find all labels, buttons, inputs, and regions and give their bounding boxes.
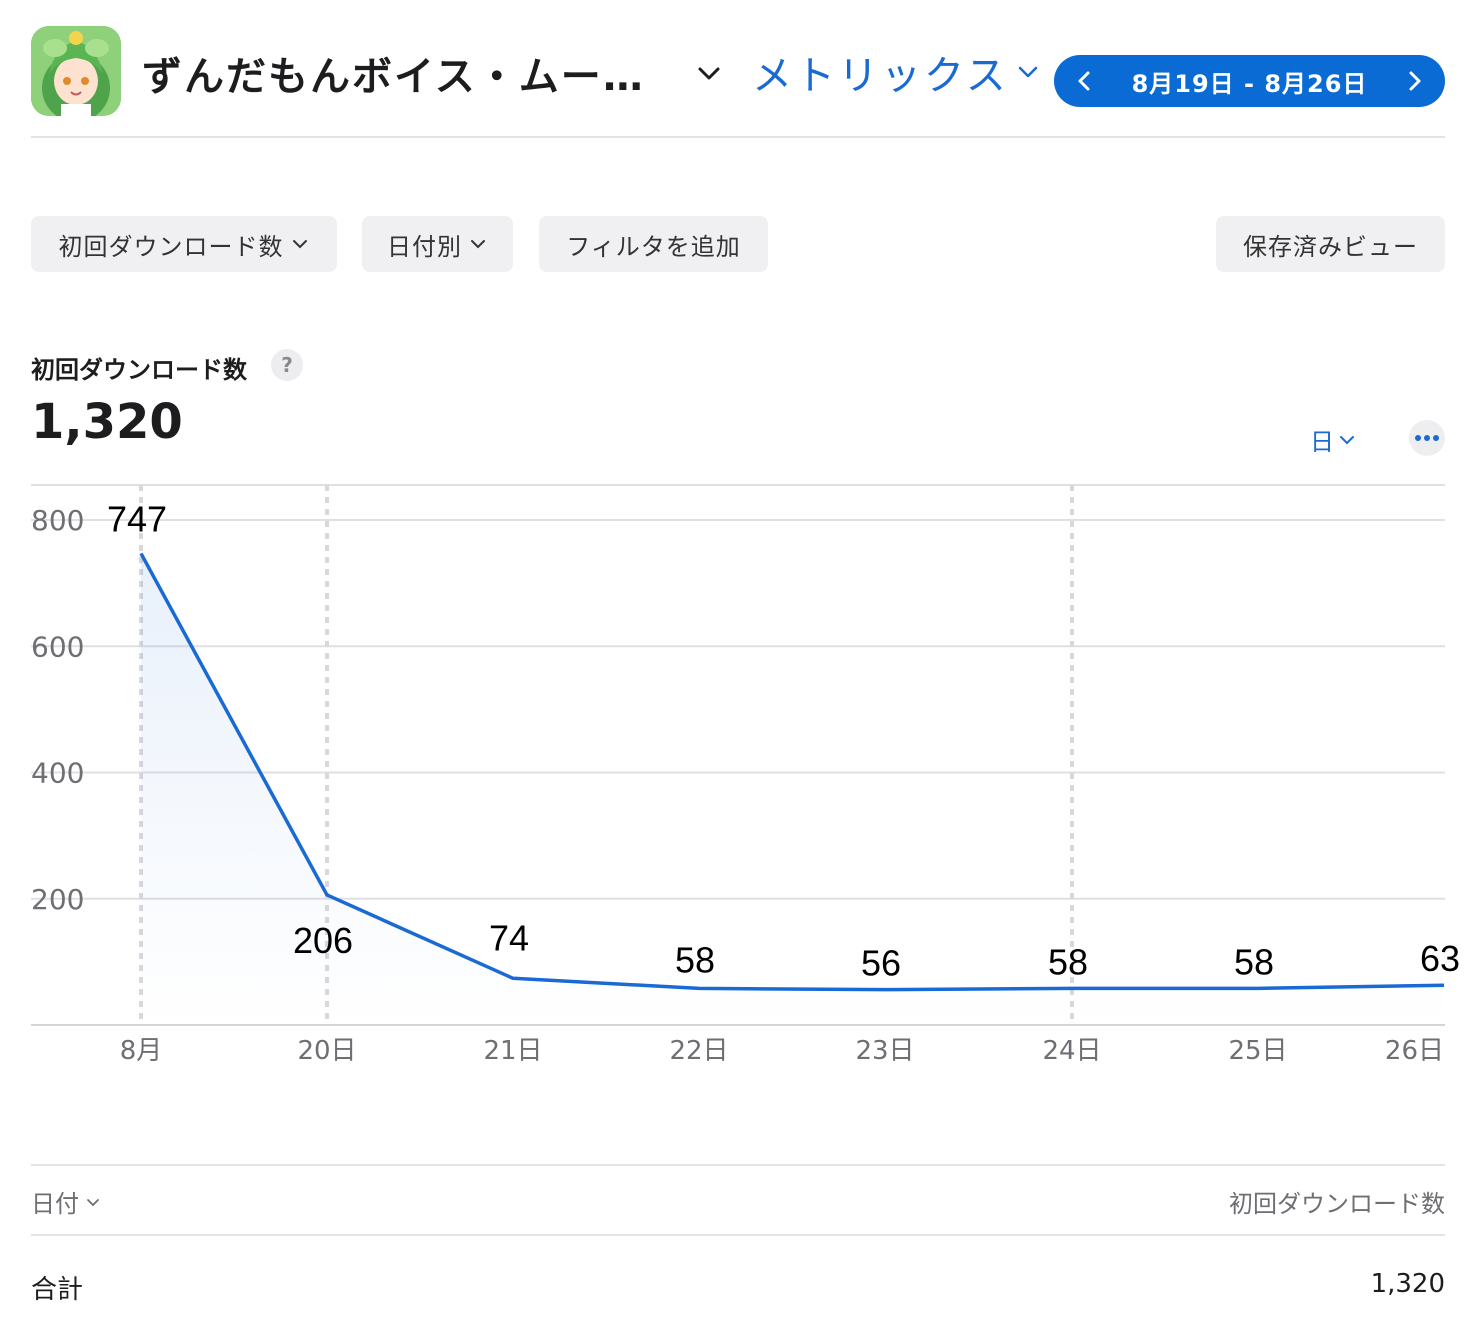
y-tick-label: 800 [31, 504, 84, 537]
x-tick-label: 25日 [1228, 1036, 1287, 1066]
chevron-down-icon [292, 240, 307, 249]
next-range-icon[interactable] [1401, 68, 1427, 94]
more-icon [1415, 435, 1439, 441]
x-tick-label: 8月 [120, 1036, 163, 1066]
date-range-label[interactable]: 8月19日 - 8月26日 [1131, 69, 1368, 98]
granularity-select[interactable]: 日 [1310, 422, 1356, 457]
metric-select-button[interactable]: 初回ダウンロード数 [31, 216, 337, 272]
table-total-label: 合計 [31, 1275, 84, 1305]
app-title[interactable]: ずんだもんボイス・ムービ... [142, 54, 662, 100]
table-header-divider [31, 1234, 1445, 1236]
series-area [141, 553, 1444, 1025]
table-top-divider [31, 1164, 1445, 1166]
previous-range-icon[interactable] [1072, 68, 1098, 94]
x-tick-label: 22日 [669, 1036, 728, 1066]
chevron-down-icon [471, 240, 485, 249]
series-line [139, 552, 1445, 992]
add-filter-button[interactable]: フィルタを追加 [539, 216, 768, 272]
group-by-date-button[interactable]: 日付別 [362, 216, 513, 272]
metric-total: 1,320 [31, 394, 183, 450]
group-by-date-label: 日付別 [387, 232, 462, 261]
saved-views-label: 保存済みビュー [1243, 232, 1418, 261]
table-date-header[interactable]: 日付 [31, 1184, 101, 1219]
data-label: 747 [107, 498, 167, 539]
table-metric-header[interactable]: 初回ダウンロード数 [1229, 1190, 1445, 1218]
chevron-down-icon [1340, 435, 1354, 444]
metrics-menu-button[interactable]: メトリックス [752, 44, 1041, 100]
add-filter-label: フィルタを追加 [566, 232, 741, 261]
date-range-picker: 8月19日 - 8月26日 [1054, 55, 1445, 107]
chevron-down-icon [87, 1198, 99, 1206]
granularity-label: 日 [1310, 428, 1334, 456]
x-tick-label: 24日 [1042, 1036, 1101, 1066]
series-line-path [139, 552, 1445, 992]
table-total-value: 1,320 [1370, 1269, 1445, 1299]
metric-title: 初回ダウンロード数 [31, 356, 247, 384]
more-options-button[interactable] [1409, 420, 1445, 456]
saved-views-button[interactable]: 保存済みビュー [1216, 216, 1445, 272]
app-icon[interactable] [31, 26, 121, 116]
x-axis-ticks: 8月 20日 21日 22日 23日 24日 25日 26日 [120, 1036, 1444, 1066]
area-fill [141, 553, 1444, 1025]
metrics-menu-label: メトリックス [752, 53, 1009, 99]
y-tick-label: 200 [31, 883, 84, 916]
x-tick-label: 20日 [297, 1036, 356, 1066]
table-date-header-label: 日付 [31, 1190, 79, 1218]
x-tick-label: 26日 [1385, 1036, 1444, 1066]
x-tick-label: 23日 [855, 1036, 914, 1066]
help-icon[interactable]: ? [271, 349, 303, 381]
data-label: 74 [489, 917, 529, 958]
y-tick-label: 400 [31, 757, 84, 790]
data-label: 56 [861, 943, 901, 984]
data-label: 58 [1234, 941, 1274, 982]
header-divider [31, 136, 1445, 138]
data-label: 58 [675, 939, 715, 980]
app-chevron-down-icon[interactable] [694, 58, 724, 88]
data-label: 63 [1420, 938, 1460, 979]
y-axis-ticks: 200 400 600 800 [31, 504, 84, 916]
y-tick-label: 600 [31, 630, 84, 663]
data-labels: 747 206 74 58 56 58 58 63 [107, 498, 1460, 983]
data-label: 206 [293, 920, 353, 961]
x-tick-label: 21日 [483, 1036, 542, 1066]
chevron-down-icon [1018, 66, 1038, 78]
data-label: 58 [1048, 941, 1088, 982]
metric-select-label: 初回ダウンロード数 [58, 232, 284, 261]
